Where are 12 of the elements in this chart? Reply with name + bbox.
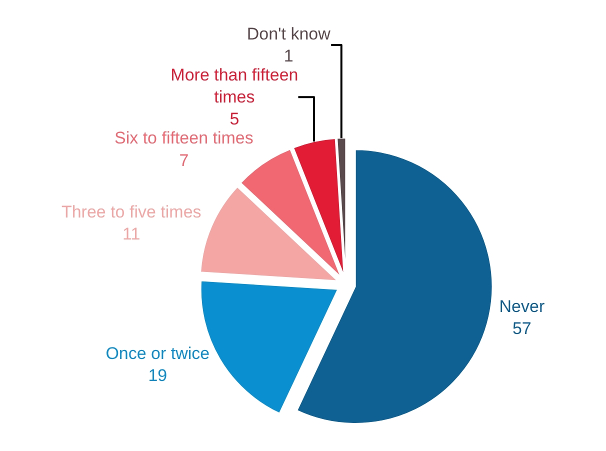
slice-label: Six to fifteen times (114, 128, 254, 148)
slice-label: Never (499, 296, 545, 316)
slice-label: Three to five times (61, 202, 202, 222)
slice-label: More than fifteen times (170, 66, 298, 107)
data-label: 11 (122, 224, 140, 244)
slice-label: Don't know (246, 24, 332, 44)
data-label: 5 (230, 110, 240, 129)
data-label: 19 (148, 366, 168, 385)
data-label: 1 (284, 46, 294, 66)
data-label: 7 (179, 150, 189, 170)
slice-label: Once or twice (106, 344, 210, 363)
data-label: 57 (512, 318, 532, 338)
